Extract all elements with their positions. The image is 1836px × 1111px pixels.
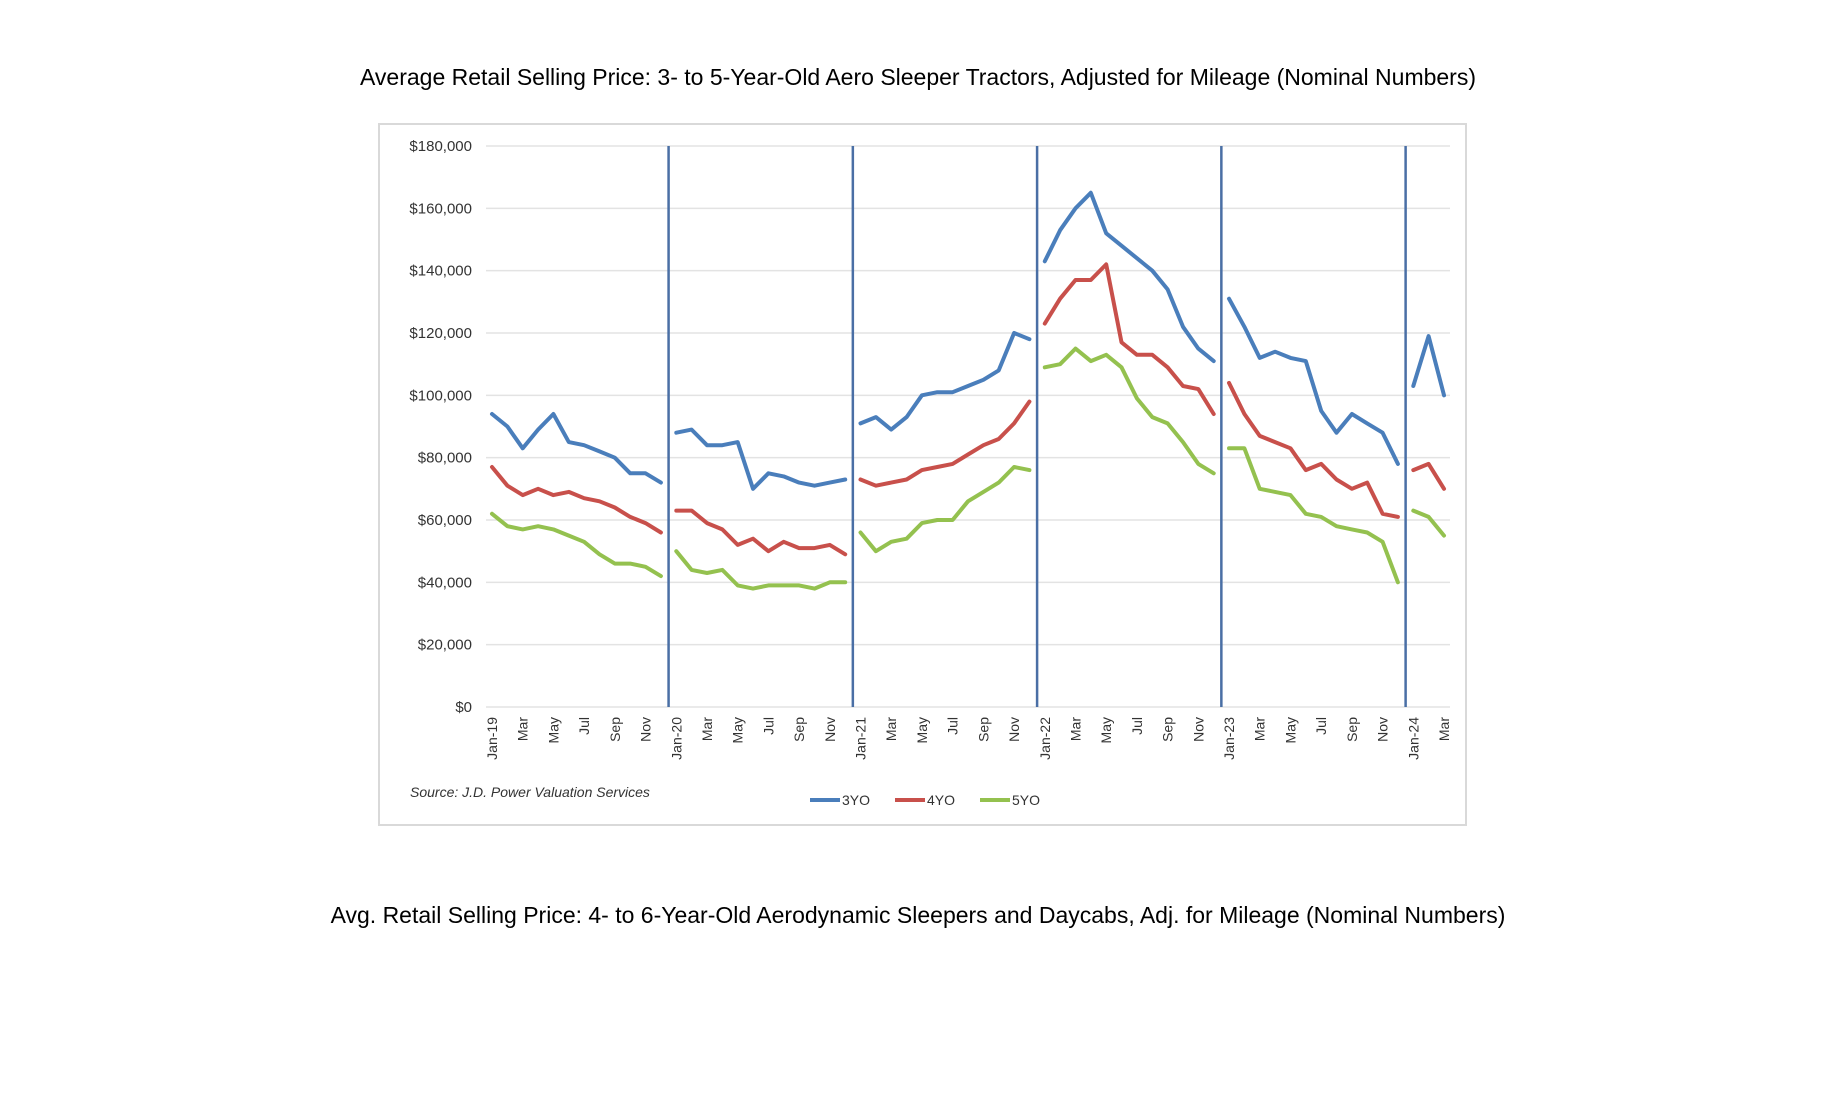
x-tick-label: Mar [1436,717,1452,741]
chart-figure: $0 $20,000 $40,000 $60,000 $80,000 $100,000 $1… [378,123,1467,826]
series-lines [490,190,1446,591]
y-tick-label: $80,000 [418,450,472,467]
y-tick-label: $120,000 [409,325,472,342]
x-tick-label: Jul [1129,717,1145,735]
x-axis-ticks: Jan-19 Mar May Jul Sep Nov Jan-20 Mar May Jul Sep N… [484,717,1452,760]
y-tick-label: $180,000 [409,138,472,155]
x-tick-label: Nov [1375,717,1391,742]
series-line-4yo [674,508,848,557]
series-line-5yo [1227,446,1400,585]
x-tick-label: Nov [1190,717,1206,742]
series-line-5yo [674,549,848,591]
x-tick-label: May [1098,717,1114,743]
legend: 3YO 4YO 5YO [810,792,1040,808]
x-tick-label: Sep [1344,717,1360,742]
x-tick-label: Jan-20 [668,717,684,760]
year-dividers [667,146,1407,707]
series-line-4yo [1227,380,1400,519]
x-tick-label: Nov [638,717,654,742]
x-tick-label: Mar [1067,717,1083,741]
x-tick-label: Mar [883,717,899,741]
x-tick-label: Jul [760,717,776,735]
source-note: Source: J.D. Power Valuation Services [410,784,650,800]
y-axis-ticks: $0 $20,000 $40,000 $60,000 $80,000 $100,000 $1… [409,138,472,716]
x-tick-label: May [914,717,930,743]
gridlines [486,145,1450,708]
x-tick-label: Jul [945,717,961,735]
x-tick-label: Nov [1006,717,1022,742]
series-line-5yo [858,465,1032,554]
x-tick-label: Sep [975,717,991,742]
series-line-5yo [490,511,663,579]
y-tick-label: $20,000 [418,637,472,654]
legend-label: 3YO [842,792,870,808]
series-line-5yo [1411,508,1446,538]
series-line-3yo [1042,190,1216,364]
x-tick-label: Jul [576,717,592,735]
y-tick-label: $140,000 [409,263,472,280]
x-tick-label: Sep [607,717,623,742]
series-line-4yo [858,399,1032,488]
x-tick-label: Jan-23 [1221,717,1237,760]
series-line-3yo [490,412,663,485]
x-tick-label: Jan-19 [484,717,500,760]
x-tick-label: May [545,717,561,743]
y-tick-label: $0 [455,699,472,716]
series-line-5yo [1042,346,1216,476]
series-line-3yo [858,331,1032,432]
legend-label: 5YO [1012,792,1040,808]
series-line-3yo [1411,334,1446,398]
x-tick-label: May [730,717,746,743]
y-tick-label: $160,000 [409,200,472,217]
y-tick-label: $100,000 [409,387,472,404]
chart-title-top: Average Retail Selling Price: 3- to 5-Ye… [359,64,1477,90]
x-tick-label: May [1282,717,1298,743]
x-tick-label: Jan-22 [1037,717,1053,760]
x-tick-label: Mar [1252,717,1268,741]
x-tick-label: Jan-21 [853,717,869,760]
y-tick-label: $60,000 [418,512,472,529]
y-tick-label: $40,000 [418,574,472,591]
line-chart: $0 $20,000 $40,000 $60,000 $80,000 $100,000 $1… [409,138,1452,808]
chart-title-bottom: Avg. Retail Selling Price: 4- to 6-Year-… [330,902,1506,928]
series-line-4yo [1411,461,1446,491]
series-line-3yo [1227,296,1400,466]
series-line-4yo [1042,262,1216,416]
x-tick-label: Jan-24 [1405,717,1421,760]
legend-label: 4YO [927,792,955,808]
x-tick-label: Jul [1313,717,1329,735]
x-tick-label: Nov [822,717,838,742]
x-tick-label: Sep [1160,717,1176,742]
series-line-3yo [674,427,848,491]
x-tick-label: Mar [699,717,715,741]
series-line-4yo [490,465,663,535]
x-tick-label: Mar [515,717,531,741]
x-tick-label: Sep [791,717,807,742]
